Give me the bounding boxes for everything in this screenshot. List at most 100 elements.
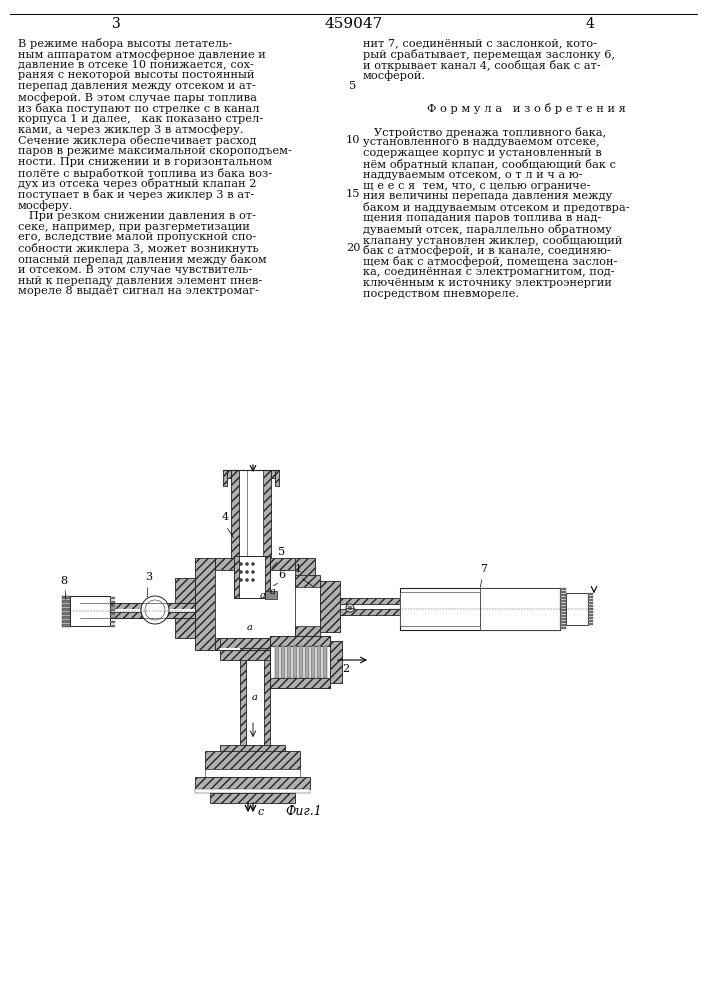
Text: a: a xyxy=(260,591,266,600)
Bar xyxy=(560,621,566,623)
Text: раняя с некоторой высоты постоянный: раняя с некоторой высоты постоянный xyxy=(18,70,255,80)
Text: из бака поступают по стрелке с в канал: из бака поступают по стрелке с в канал xyxy=(18,103,259,114)
Text: его, вследствие малой пропускной спо-: его, вследствие малой пропускной спо- xyxy=(18,232,256,242)
Bar xyxy=(287,646,291,678)
Bar xyxy=(560,609,566,611)
Text: перепад давления между отсеком и ат-: перепад давления между отсеком и ат- xyxy=(18,81,256,91)
Bar xyxy=(560,603,566,605)
Bar xyxy=(270,636,330,688)
Text: наддуваемым отсеком, о т л и ч а ю-: наддуваемым отсеком, о т л и ч а ю- xyxy=(363,170,583,180)
Bar xyxy=(62,624,70,627)
Bar xyxy=(588,596,593,598)
Bar xyxy=(305,646,309,678)
Text: 5: 5 xyxy=(349,81,356,91)
Bar xyxy=(247,470,263,558)
Circle shape xyxy=(145,600,165,620)
Circle shape xyxy=(245,562,248,566)
Text: a: a xyxy=(270,587,276,596)
Bar xyxy=(560,591,566,593)
Bar xyxy=(566,593,588,625)
Bar xyxy=(223,470,227,486)
Bar xyxy=(588,623,593,625)
Bar xyxy=(275,470,279,486)
Bar xyxy=(293,646,297,678)
Bar xyxy=(588,593,593,595)
Text: ка, соединённая с электромагнитом, под-: ка, соединённая с электромагнитом, под- xyxy=(363,267,614,277)
Text: В режиме набора высоты летатель-: В режиме набора высоты летатель- xyxy=(18,38,233,49)
Text: 1: 1 xyxy=(295,564,302,574)
Bar xyxy=(215,638,295,650)
Bar xyxy=(588,605,593,607)
Text: При резком снижении давления в от-: При резком снижении давления в от- xyxy=(18,211,256,221)
Bar xyxy=(340,609,420,615)
Text: мореле 8 выдаёт сигнал на электромаг-: мореле 8 выдаёт сигнал на электромаг- xyxy=(18,286,259,296)
Text: 10: 10 xyxy=(346,135,361,145)
Text: полёте с выработкой топлива из бака воз-: полёте с выработкой топлива из бака воз- xyxy=(18,168,272,179)
Text: 3: 3 xyxy=(112,17,121,31)
Text: 8: 8 xyxy=(60,576,67,586)
Bar xyxy=(70,596,110,626)
Text: и открывает канал 4, сообщая бак с ат-: и открывает канал 4, сообщая бак с ат- xyxy=(363,60,601,71)
Bar xyxy=(560,618,566,620)
Bar xyxy=(110,617,115,619)
Circle shape xyxy=(141,596,169,624)
Bar xyxy=(295,626,320,638)
Bar xyxy=(220,745,285,755)
Bar xyxy=(220,650,310,660)
Bar xyxy=(110,605,115,607)
Bar xyxy=(340,601,420,613)
Bar xyxy=(588,608,593,610)
Circle shape xyxy=(240,578,243,582)
Bar xyxy=(80,612,195,618)
Text: 6: 6 xyxy=(278,570,285,580)
Bar xyxy=(281,646,285,678)
Circle shape xyxy=(245,578,248,582)
Bar xyxy=(215,558,295,570)
Bar xyxy=(295,578,315,638)
Bar xyxy=(588,620,593,622)
Text: щ е е с я  тем, что, с целью ограниче-: щ е е с я тем, что, с целью ограниче- xyxy=(363,181,590,191)
Bar xyxy=(240,650,246,745)
Text: ками, а через жиклер 3 в атмосферу.: ками, а через жиклер 3 в атмосферу. xyxy=(18,124,244,135)
Bar xyxy=(400,592,480,626)
Text: ный к перепаду давления элемент пнев-: ный к перепаду давления элемент пнев- xyxy=(18,276,262,286)
Bar xyxy=(271,470,275,478)
Bar xyxy=(320,581,340,632)
Text: мосферу.: мосферу. xyxy=(18,200,74,211)
Bar xyxy=(315,609,345,615)
Bar xyxy=(480,588,560,630)
Bar xyxy=(315,598,345,615)
Text: рый срабатывает, перемещая заслонку 6,: рый срабатывает, перемещая заслонку 6, xyxy=(363,49,615,60)
Text: паров в режиме максимальной скороподъем-: паров в режиме максимальной скороподъем- xyxy=(18,146,292,156)
Bar xyxy=(265,591,277,599)
Bar xyxy=(80,609,195,612)
Bar xyxy=(195,777,310,789)
Text: мосферой. В этом случае пары топлива: мосферой. В этом случае пары топлива xyxy=(18,92,257,103)
Text: 15: 15 xyxy=(346,189,361,199)
Circle shape xyxy=(252,570,255,574)
Bar xyxy=(588,602,593,604)
Bar xyxy=(80,603,195,609)
Bar xyxy=(110,597,115,599)
Bar xyxy=(231,470,239,558)
Bar xyxy=(560,606,566,608)
Bar xyxy=(110,613,115,615)
Text: дух из отсека через обратный клапан 2: дух из отсека через обратный клапан 2 xyxy=(18,178,257,189)
Bar xyxy=(62,612,70,615)
Text: 2: 2 xyxy=(342,664,349,674)
Bar xyxy=(311,646,315,678)
Text: ным аппаратом атмосферное давление и: ным аппаратом атмосферное давление и xyxy=(18,49,266,60)
Text: корпуса 1 и далее,   как показано стрел-: корпуса 1 и далее, как показано стрел- xyxy=(18,114,263,124)
Bar xyxy=(560,597,566,599)
Text: щем бак с атмосферой, помещена заслон-: щем бак с атмосферой, помещена заслон- xyxy=(363,256,617,267)
Text: 7: 7 xyxy=(480,564,487,574)
Bar xyxy=(62,596,70,599)
Bar xyxy=(263,470,271,558)
Text: клапану установлен жиклер, сообщающий: клапану установлен жиклер, сообщающий xyxy=(363,235,622,246)
Bar xyxy=(323,646,327,678)
Text: a: a xyxy=(252,693,258,702)
Text: 4: 4 xyxy=(222,512,229,522)
Bar xyxy=(299,646,303,678)
Bar xyxy=(560,624,566,626)
Bar xyxy=(290,648,310,650)
